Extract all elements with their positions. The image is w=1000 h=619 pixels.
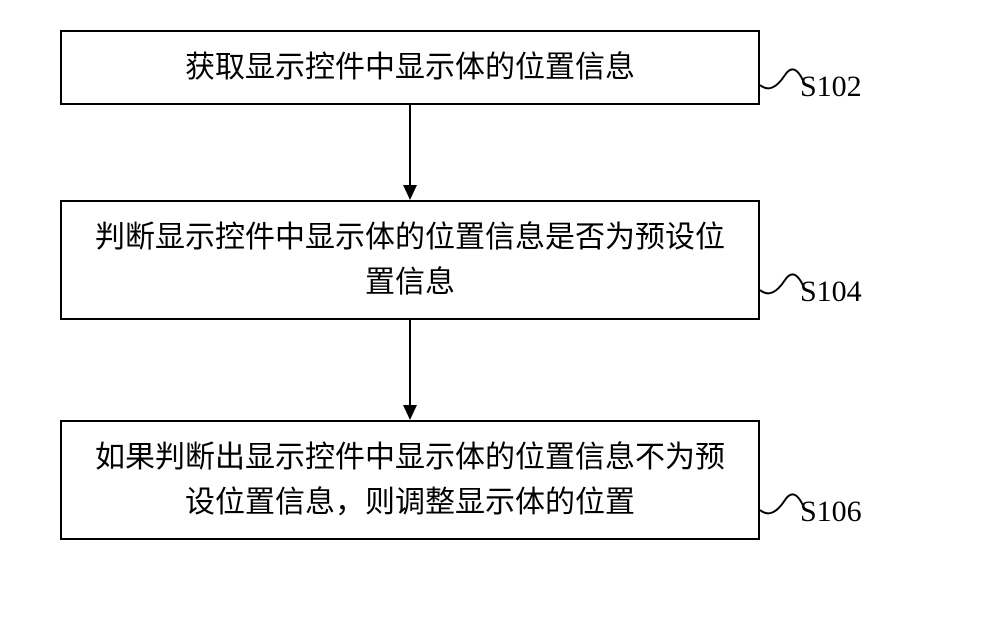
node-label-s102: S102 (800, 70, 862, 104)
node-label-s104: S104 (800, 275, 862, 309)
node-label-s106: S106 (800, 495, 862, 529)
arrow-n1-n2 (400, 105, 420, 200)
node-text: 判断显示控件中显示体的位置信息是否为预设位置信息 (82, 215, 738, 305)
arrow-n2-n3 (400, 320, 420, 420)
flowchart-node-s106: 如果判断出显示控件中显示体的位置信息不为预设位置信息，则调整显示体的位置 (60, 420, 760, 540)
node-text: 如果判断出显示控件中显示体的位置信息不为预设位置信息，则调整显示体的位置 (82, 435, 738, 525)
flowchart-node-s104: 判断显示控件中显示体的位置信息是否为预设位置信息 (60, 200, 760, 320)
node-text: 获取显示控件中显示体的位置信息 (185, 45, 635, 90)
flowchart-node-s102: 获取显示控件中显示体的位置信息 (60, 30, 760, 105)
